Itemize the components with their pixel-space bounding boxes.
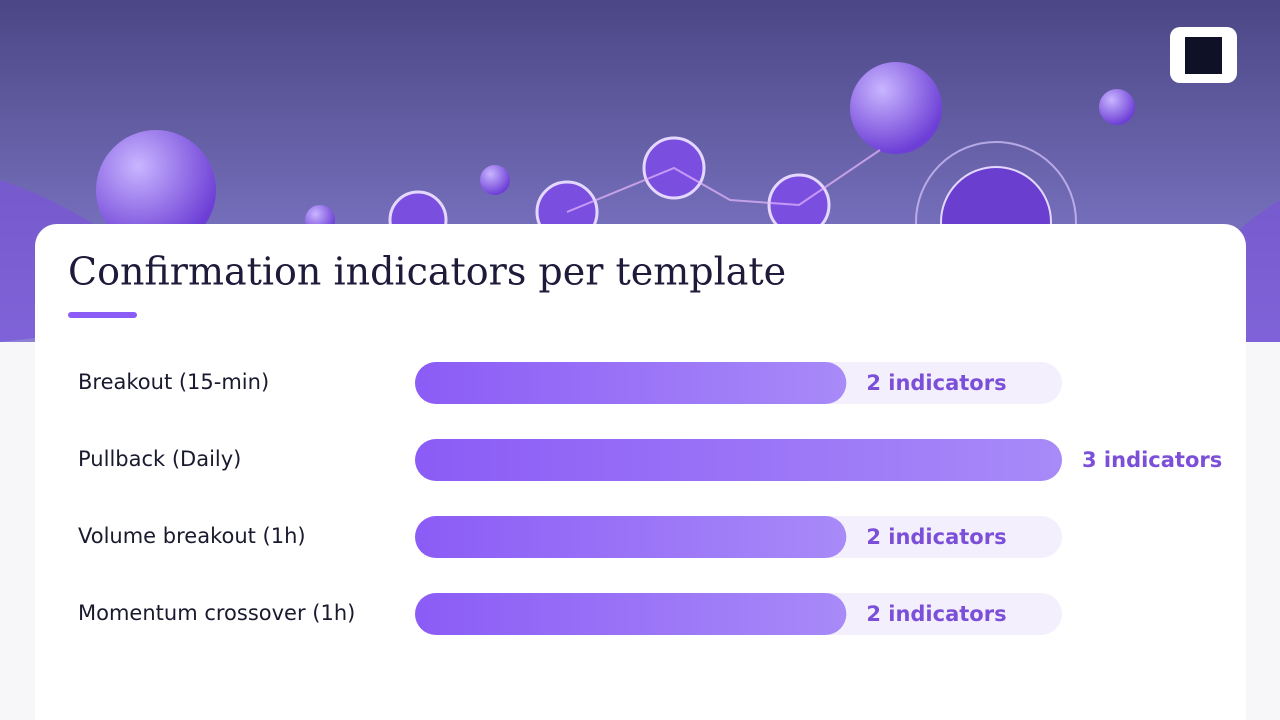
bar xyxy=(415,516,847,558)
bar xyxy=(415,439,1062,481)
title-accent xyxy=(68,312,137,318)
category-label: Momentum crossover (1h) xyxy=(78,601,355,625)
category-label: Breakout (15-min) xyxy=(78,370,269,394)
value-label: 2 indicators xyxy=(866,371,1006,395)
value-label: 2 indicators xyxy=(866,602,1006,626)
bar xyxy=(415,362,847,404)
value-label: 3 indicators xyxy=(1082,448,1222,472)
chart-title: Confirmation indicators per template xyxy=(68,250,786,294)
plot: Breakout (15-min) 2 indicators Pullback (D… xyxy=(78,362,1222,635)
bar xyxy=(415,593,847,635)
category-label: Pullback (Daily) xyxy=(78,447,241,471)
logo xyxy=(1185,37,1222,74)
value-label: 2 indicators xyxy=(866,525,1006,549)
category-label: Volume breakout (1h) xyxy=(78,524,306,548)
